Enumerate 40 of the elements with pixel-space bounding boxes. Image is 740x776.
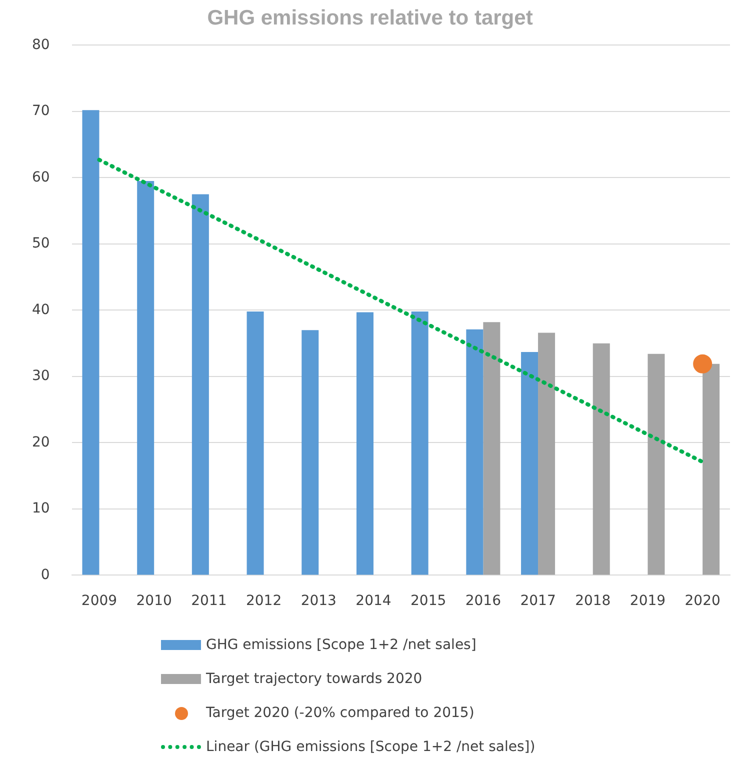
bar bbox=[246, 312, 264, 575]
y-tick-label: 0 bbox=[40, 566, 50, 583]
x-tick-label: 2016 bbox=[465, 593, 502, 610]
y-tick-label: 70 bbox=[32, 103, 50, 120]
x-tick-label: 2015 bbox=[410, 593, 446, 610]
y-tick-label: 30 bbox=[32, 368, 50, 384]
bar bbox=[137, 181, 154, 575]
bar bbox=[592, 343, 610, 575]
y-tick-label: 60 bbox=[32, 169, 50, 186]
legend-label: Target 2020 (-20% compared to 2015) bbox=[206, 705, 474, 721]
bar bbox=[192, 194, 209, 575]
bar bbox=[521, 352, 538, 575]
x-tick-label: 2018 bbox=[575, 593, 611, 610]
x-tick-label: 2014 bbox=[356, 593, 392, 610]
y-tick-label: 50 bbox=[32, 236, 50, 252]
x-tick-label: 2013 bbox=[300, 593, 336, 610]
bar bbox=[82, 110, 100, 575]
bar bbox=[702, 364, 720, 575]
bar bbox=[356, 312, 374, 575]
y-tick-label: 40 bbox=[32, 302, 50, 318]
chart-title: GHG emissions relative to target bbox=[207, 6, 533, 30]
legend-label: Linear (GHG emissions [Scope 1+2 /net sales]) bbox=[206, 739, 536, 755]
bar bbox=[538, 332, 556, 575]
y-tick-label: 10 bbox=[32, 500, 50, 517]
x-tick-label: 2010 bbox=[136, 593, 172, 610]
bar bbox=[302, 330, 319, 575]
bar bbox=[411, 312, 428, 575]
x-tick-label: 2009 bbox=[81, 593, 118, 610]
bar bbox=[648, 354, 665, 575]
x-tick-label: 2020 bbox=[684, 593, 720, 610]
legend-label: GHG emissions [Scope 1+2 /net sales] bbox=[206, 637, 476, 653]
bar bbox=[483, 322, 500, 575]
legend-label: Target trajectory towards 2020 bbox=[206, 671, 422, 687]
bar bbox=[466, 329, 484, 575]
x-tick-label: 2011 bbox=[191, 593, 227, 610]
x-tick-label: 2017 bbox=[520, 593, 556, 610]
x-tick-label: 2019 bbox=[630, 593, 666, 610]
y-tick-label: 20 bbox=[32, 434, 50, 450]
x-tick-label: 2012 bbox=[246, 593, 282, 610]
y-tick-label: 80 bbox=[32, 36, 50, 53]
